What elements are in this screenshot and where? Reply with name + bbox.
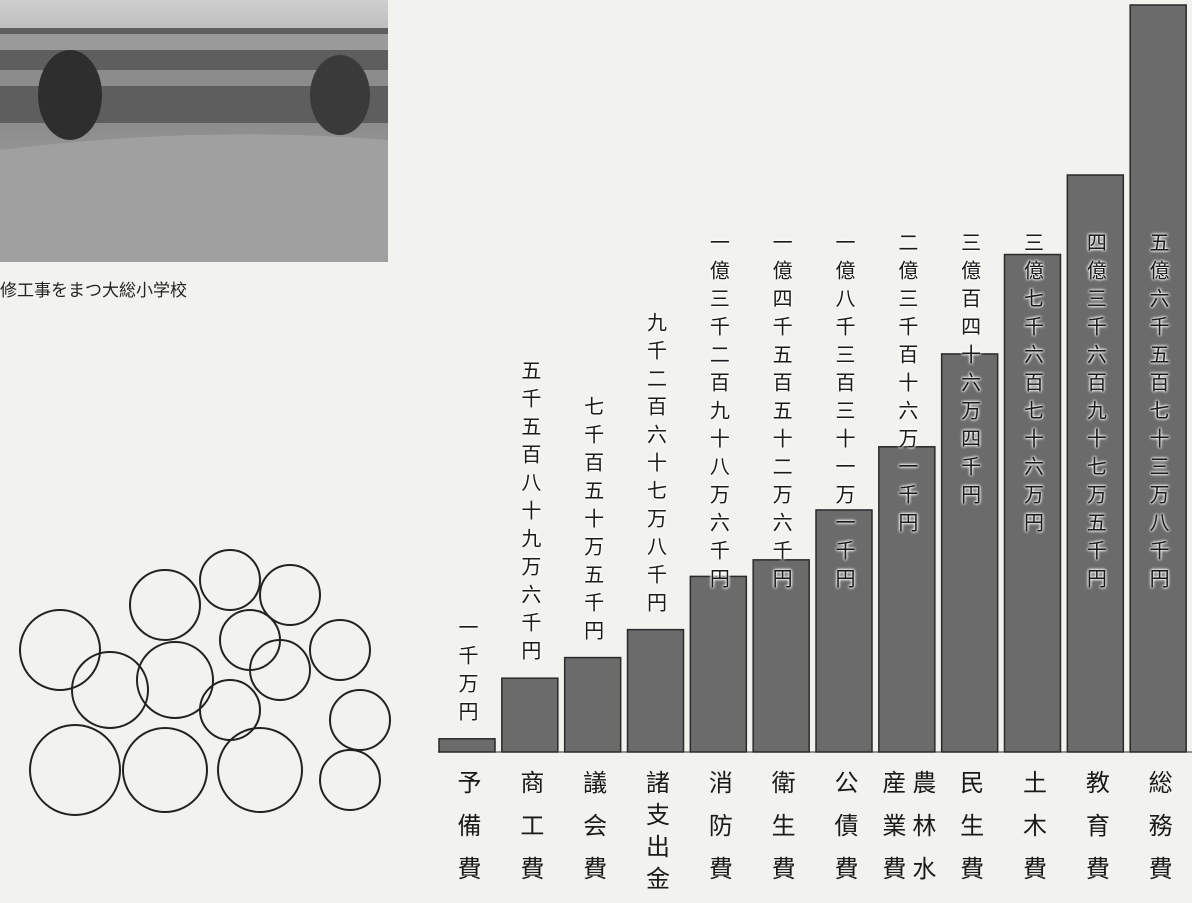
bar [878,446,936,753]
value-label: 五千五百八十九万六千円 [517,360,542,669]
value-label: 三億七千六百七十六万円 [1020,232,1045,540]
value-label: 一億四千五百五十二万六千円 [769,232,794,596]
value-label: 一億三千二百九十八万六千円 [706,232,731,596]
x-tick-label: 諸支出金 [641,770,670,898]
x-tick-label: 衛生費 [767,770,796,899]
value-label: 一億八千三百三十一万一千円 [832,232,856,596]
value-label: 三億百四十六万四千円 [957,232,982,512]
value-label: 一千万円 [455,616,479,729]
bar [1066,174,1125,753]
x-tick-label: 総務費 [1144,770,1173,899]
bar [1003,253,1062,753]
bar [815,509,873,753]
bar [940,353,999,753]
photo-caption: 修工事をまつ大総小学校 [0,281,187,301]
x-tick-label: 農林水産業費 [877,770,936,899]
x-tick-label: 予備費 [453,770,481,899]
bar [626,628,685,753]
school-photo [0,0,388,262]
x-tick-label: 公債費 [830,770,858,899]
bar [752,559,810,753]
bar [501,677,559,753]
crowd-illustration [19,549,391,816]
x-tick-label: 土木費 [1018,770,1047,899]
bar [689,575,748,753]
value-label: 四億三千六百九十七万五千円 [1083,232,1108,596]
value-label: 二億三千百十六万一千円 [894,232,919,540]
value-label: 九千二百六十七万八千円 [643,311,668,620]
x-tick-label: 教育費 [1081,770,1110,899]
bar [563,656,622,753]
value-label: 七千百五十万五千円 [580,395,605,648]
x-tick-label: 議会費 [578,770,607,899]
x-tick-label: 民生費 [955,770,984,899]
x-tick-label: 消防費 [704,770,733,899]
value-label: 五億六千五百七十三万八千円 [1146,232,1171,596]
bar [1129,4,1187,753]
bar [438,738,496,753]
x-tick-label: 商工費 [515,770,544,899]
